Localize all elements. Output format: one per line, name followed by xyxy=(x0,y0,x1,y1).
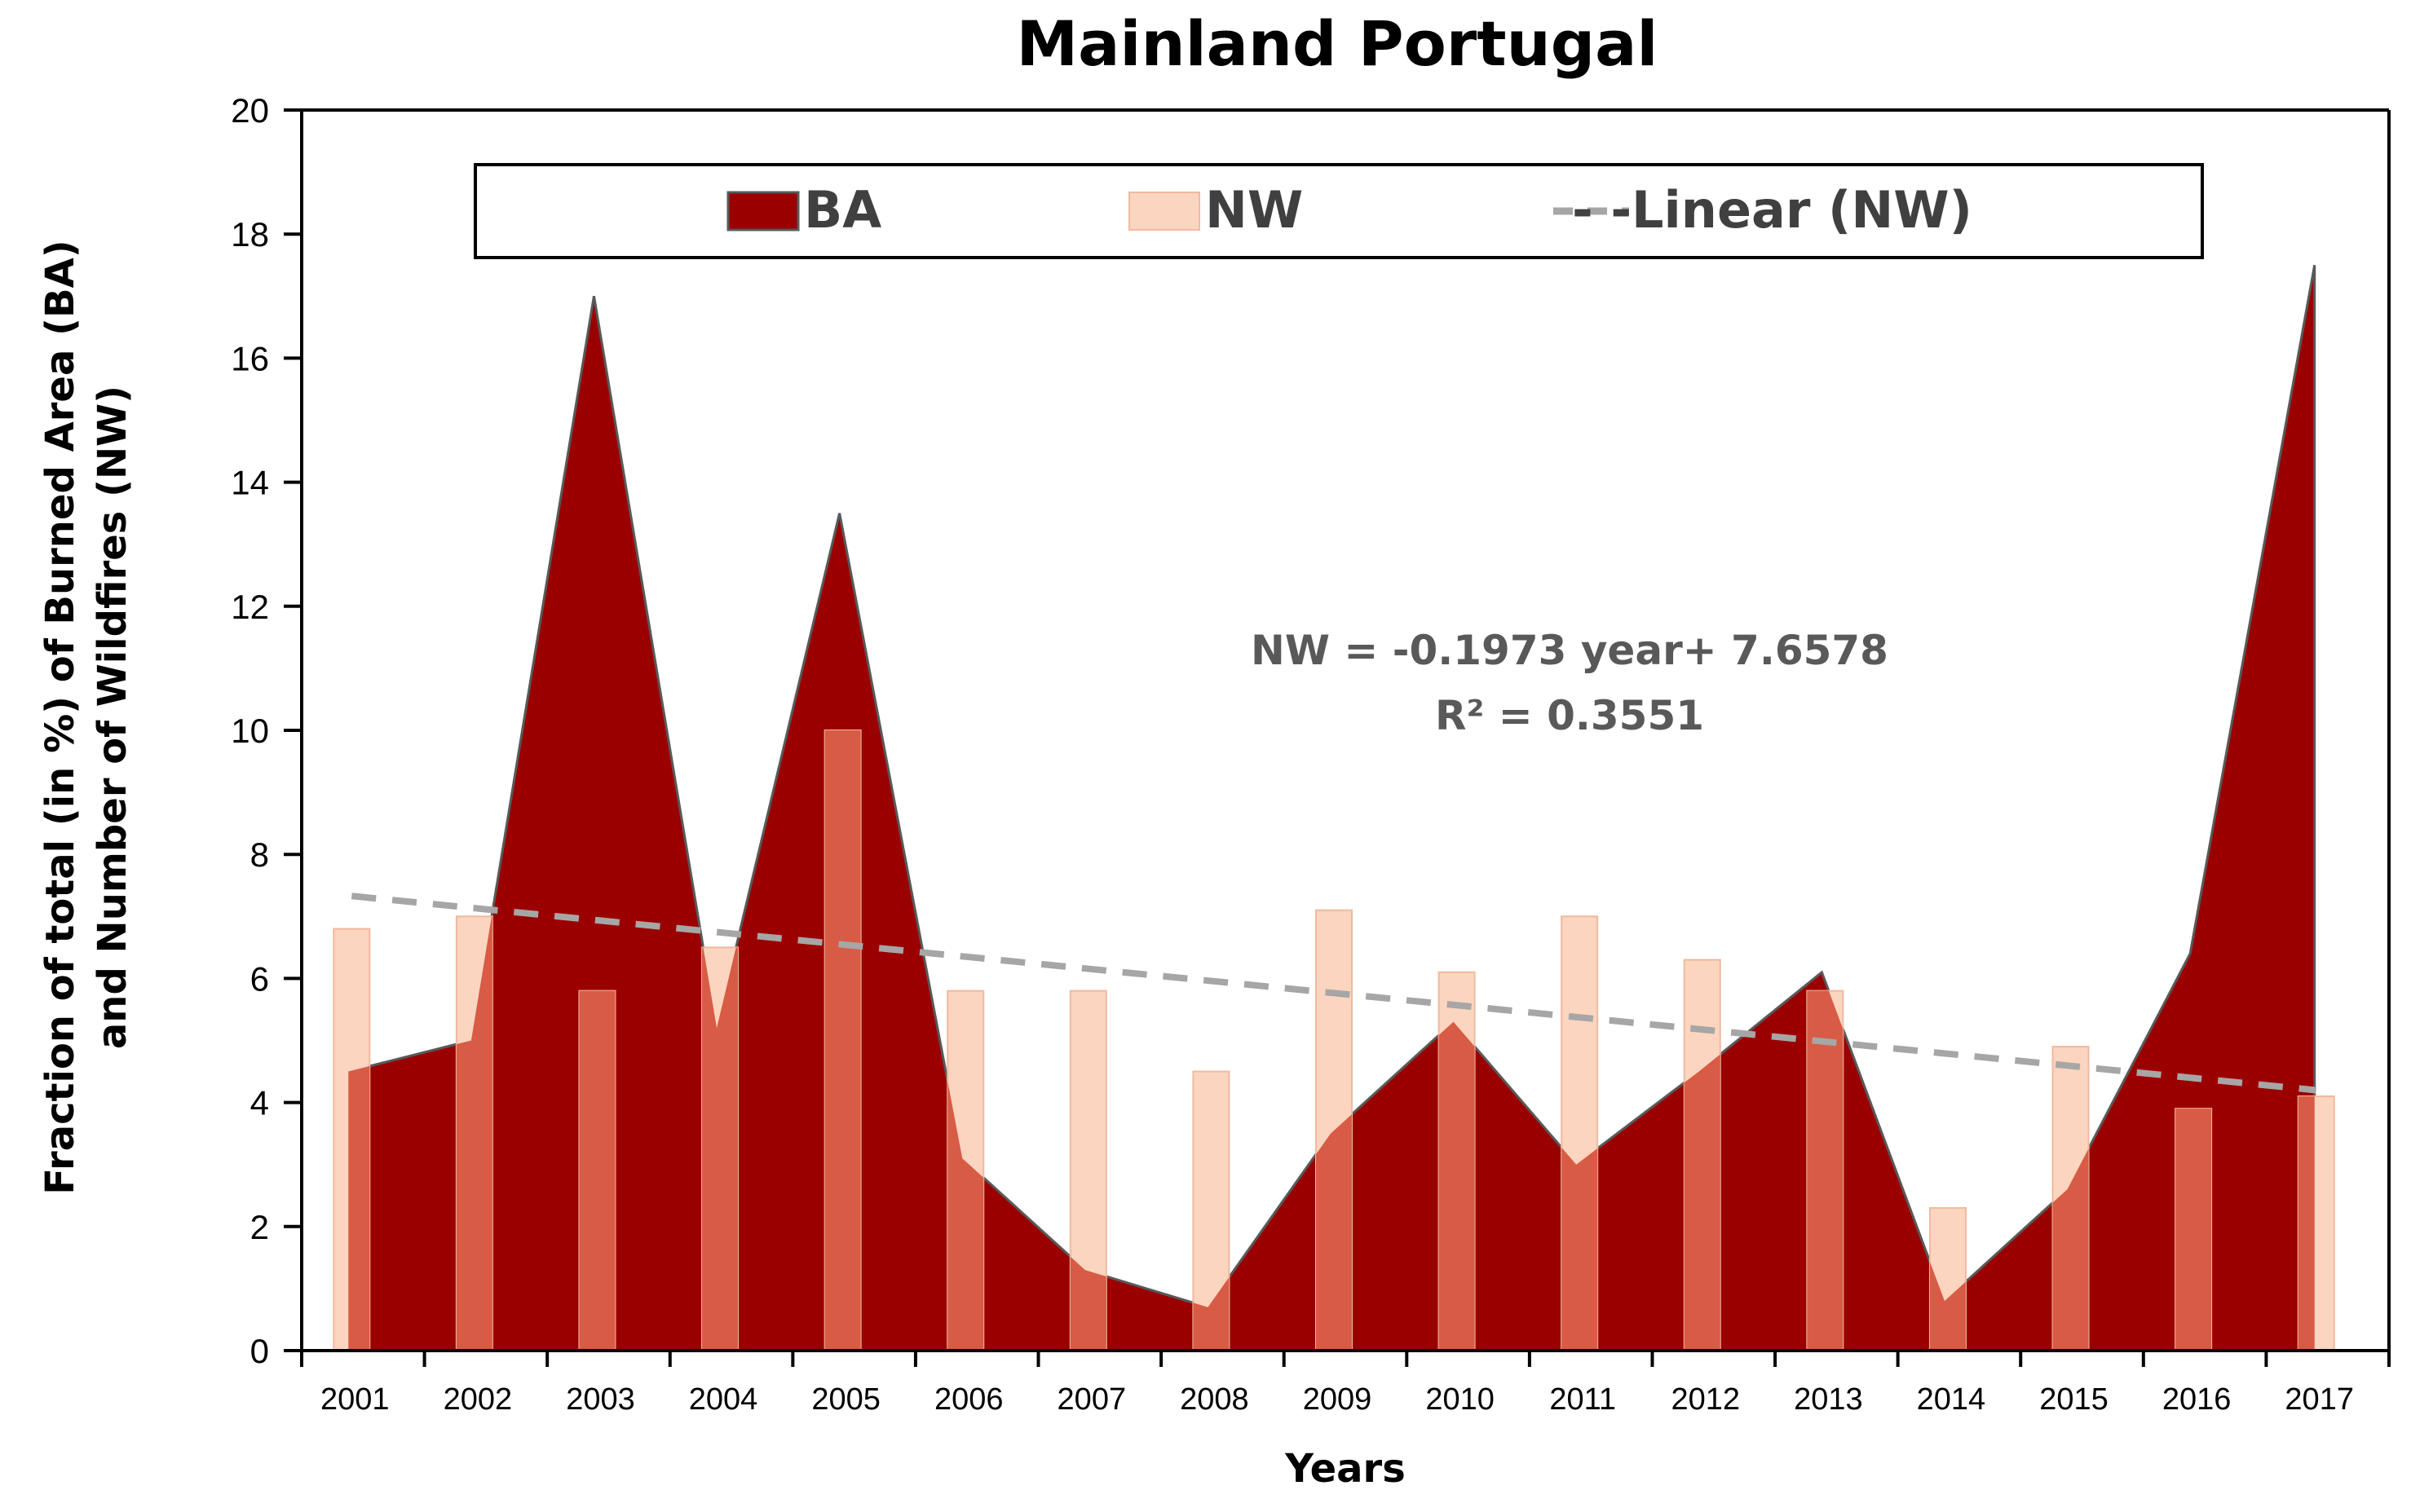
y-tick-label-12: 12 xyxy=(231,588,269,626)
legend-swatch-ba xyxy=(726,191,800,231)
x-tick-label-2005: 2005 xyxy=(811,1382,881,1417)
y-axis-label-line2: and Number of Wildfires (NW) xyxy=(90,386,135,1049)
y-tick-label-8: 8 xyxy=(250,835,269,874)
x-tick-label-2011: 2011 xyxy=(1549,1382,1616,1417)
nw-bar-overlap-2003 xyxy=(579,990,616,1351)
x-tick-label-2006: 2006 xyxy=(934,1382,1004,1417)
x-axis-label: Years xyxy=(1284,1446,1406,1492)
y-axis-label: Fraction of total (in %) of Burned Area … xyxy=(38,240,135,1194)
legend: BA NW - -Linear (NW) xyxy=(474,163,2204,259)
chart-title: Mainland Portugal xyxy=(1017,7,1658,80)
x-tick-label-2001: 2001 xyxy=(320,1382,390,1417)
y-tick-label-2: 2 xyxy=(250,1208,269,1246)
y-tick-label-14: 14 xyxy=(231,464,269,502)
y-tick-label-16: 16 xyxy=(231,339,269,377)
x-tick-label-2014: 2014 xyxy=(1917,1382,1986,1417)
x-tick-label-2002: 2002 xyxy=(444,1382,513,1417)
x-tick-label-2004: 2004 xyxy=(689,1382,758,1417)
x-tick-label-2016: 2016 xyxy=(2162,1382,2232,1417)
y-tick-label-18: 18 xyxy=(231,215,269,253)
nw-bar-overlap-2005 xyxy=(824,730,861,1351)
legend-label-linear: - -Linear (NW) xyxy=(1572,180,1972,240)
legend-label-nw: NW xyxy=(1205,180,1303,240)
nw-bar-overlap-2004 xyxy=(702,947,739,1351)
x-tick-label-2017: 2017 xyxy=(2285,1382,2354,1417)
legend-swatch-nw xyxy=(1128,192,1200,231)
x-tick-label-2010: 2010 xyxy=(1425,1382,1495,1417)
x-tick-label-2015: 2015 xyxy=(2039,1382,2109,1417)
y-tick-label-20: 20 xyxy=(231,91,269,130)
nw-bar-overlap-2017 xyxy=(2298,1095,2315,1351)
nw-bar-overlap-2016 xyxy=(2175,1109,2212,1351)
x-tick-label-2013: 2013 xyxy=(1794,1382,1863,1417)
nw-bar-overlap-2013 xyxy=(1807,990,1844,1351)
x-tick-label-2003: 2003 xyxy=(566,1382,635,1417)
x-tick-label-2007: 2007 xyxy=(1058,1382,1127,1417)
x-tick-label-2012: 2012 xyxy=(1671,1382,1740,1417)
y-tick-label-4: 4 xyxy=(250,1084,269,1122)
plot-area: 0 2 4 6 8 10 12 14 16 18 20 2001 2002 2003 2004 2005 200… xyxy=(231,91,2391,1417)
y-tick-label-6: 6 xyxy=(250,959,269,998)
y-tick-label-10: 10 xyxy=(231,712,269,750)
x-tick-label-2008: 2008 xyxy=(1180,1382,1249,1417)
y-axis-label-line1: Fraction of total (in %) of Burned Area … xyxy=(38,240,83,1194)
trendline-annotation: NW = -0.1973 year+ 7.6578 R² = 0.3551 xyxy=(1251,627,1888,739)
nw-trendline xyxy=(351,893,2317,1094)
trend-equation: NW = -0.1973 year+ 7.6578 xyxy=(1251,627,1888,674)
trend-r2: R² = 0.3551 xyxy=(1435,692,1704,739)
y-tick-label-0: 0 xyxy=(250,1332,269,1370)
x-tick-label-2009: 2009 xyxy=(1303,1382,1372,1417)
legend-label-ba: BA xyxy=(804,180,881,240)
